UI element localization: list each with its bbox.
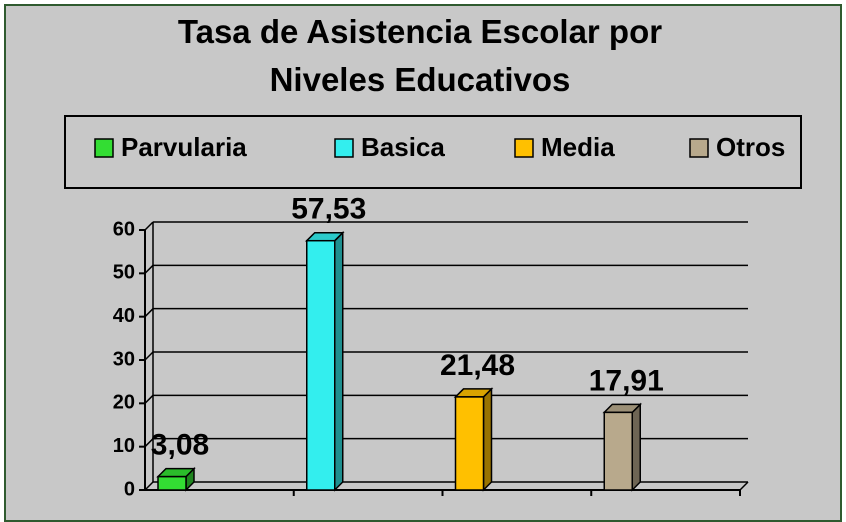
bar-side — [631, 402, 641, 492]
y-tick-label: 20 — [113, 392, 135, 414]
legend-swatch — [514, 138, 534, 158]
data-label: 21,48 — [440, 349, 515, 382]
legend-box — [64, 115, 802, 189]
legend-label: Media — [541, 132, 615, 162]
y-tick-label: 0 — [124, 478, 135, 500]
grid-line-side — [144, 481, 154, 491]
data-label: 57,53 — [291, 193, 366, 226]
data-label: 17,91 — [589, 364, 664, 397]
grid-line-side — [144, 438, 154, 448]
y-tick-label: 50 — [113, 262, 135, 284]
y-tick-label: 40 — [113, 305, 135, 327]
legend-swatch — [94, 138, 114, 158]
bar — [306, 239, 336, 491]
chart-title: Tasa de Asistencia Escolar por Niveles E… — [177, 13, 663, 98]
bar — [603, 411, 633, 491]
data-label: 3,08 — [151, 429, 209, 462]
legend-swatch — [689, 138, 709, 158]
bar-side — [334, 230, 344, 492]
y-tick-label: 10 — [113, 435, 135, 457]
x-axis-back — [739, 481, 749, 491]
y-tick-label: 60 — [113, 218, 135, 240]
grid-line-side — [144, 351, 154, 361]
legend-label: Parvularia — [121, 132, 247, 162]
legend-label: Otros — [716, 132, 785, 162]
legend-label: Basica — [361, 132, 445, 162]
grid-line-side — [144, 264, 154, 274]
bar-side — [482, 387, 493, 492]
bar — [157, 475, 187, 491]
grid-line-side — [144, 394, 154, 404]
legend-swatch — [334, 138, 354, 158]
grid-line-side — [144, 308, 154, 318]
y-tick-label: 30 — [113, 348, 135, 370]
grid-line-side — [144, 221, 154, 231]
bar — [454, 396, 485, 491]
